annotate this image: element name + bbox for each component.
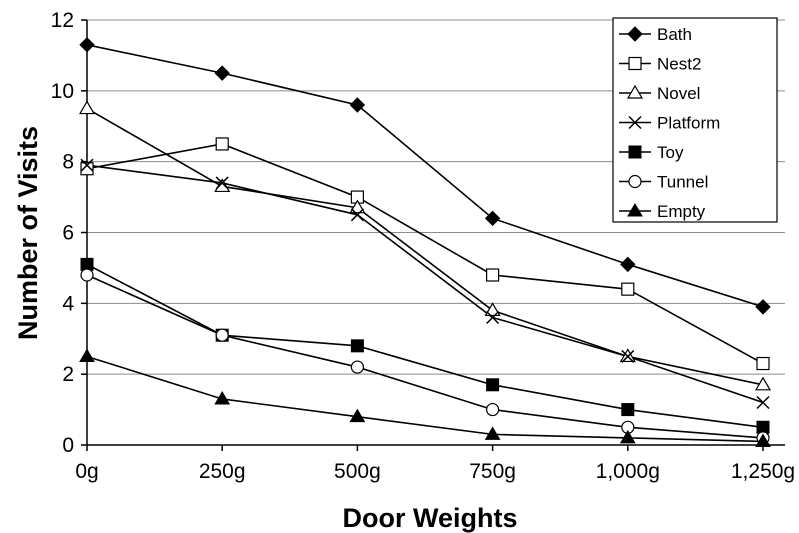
legend-label: Novel: [657, 84, 700, 103]
y-tick-label: 0: [62, 434, 74, 457]
data-point-empty: [349, 408, 366, 423]
series-line-nest2: [86, 143, 764, 365]
series-line-empty: [86, 355, 764, 443]
data-point-bath: [349, 97, 366, 113]
data-point-empty: [484, 426, 501, 440]
legend-label: Bath: [657, 25, 692, 44]
legend-label: Nest2: [657, 55, 701, 74]
x-axis-title: Door Weights: [343, 503, 518, 533]
data-point-toy: [621, 403, 635, 417]
data-point-nest2: [80, 162, 94, 176]
legend-marker-toy: [628, 145, 642, 159]
data-point-bath: [484, 210, 501, 227]
data-point-platform: [215, 176, 229, 190]
data-point-nest2: [621, 282, 635, 296]
x-tick-label: 250g: [199, 460, 246, 483]
data-point-bath: [620, 256, 636, 273]
data-point-tunnel: [486, 402, 500, 417]
legend-box: [612, 17, 778, 223]
series-line-novel: [86, 107, 764, 386]
legend-item-bath: Bath: [619, 25, 692, 44]
data-point-bath: [214, 65, 230, 81]
series-lines: [86, 44, 764, 443]
data-point-toy: [486, 378, 500, 392]
data-point-novel: [78, 100, 96, 115]
data-point-empty: [214, 390, 231, 405]
legend-marker-nest2: [628, 56, 642, 71]
legend-marker-platform: [628, 115, 642, 130]
data-point-empty: [619, 429, 636, 444]
legend-item-empty: Empty: [619, 202, 706, 221]
data-point-tunnel: [80, 268, 94, 282]
y-tick-label: 6: [62, 222, 74, 245]
data-point-bath: [79, 37, 95, 53]
data-point-novel: [754, 376, 772, 391]
y-tick-label: 4: [62, 292, 74, 315]
data-point-toy: [350, 339, 364, 353]
legend-marker-bath: [627, 26, 643, 42]
series-line-toy: [86, 263, 764, 429]
y-tick-label: 10: [51, 80, 74, 103]
data-point-empty: [79, 348, 95, 362]
series-line-bath: [86, 44, 764, 308]
data-point-platform: [756, 395, 770, 410]
y-tick-label: 12: [51, 9, 74, 32]
y-axis-title: Number of Visits: [13, 126, 43, 340]
legend-item-nest2: Nest2: [619, 55, 701, 74]
legend-marker-novel: [626, 84, 644, 99]
data-point-tunnel: [350, 360, 364, 374]
data-point-nest2: [486, 268, 500, 282]
x-tick-label: 1,000g: [596, 460, 660, 483]
y-tick-label: 8: [62, 151, 74, 174]
data-point-bath: [755, 299, 771, 315]
legend-item-toy: Toy: [619, 143, 684, 162]
legend-item-tunnel: Tunnel: [619, 173, 708, 192]
data-point-platform: [621, 349, 635, 363]
data-point-tunnel: [215, 328, 229, 342]
gridlines: [87, 19, 785, 375]
data-point-novel: [349, 199, 366, 214]
series-line-platform: [86, 164, 764, 404]
legend-marker-tunnel: [628, 174, 642, 189]
data-point-nest2: [215, 137, 229, 151]
legend-label: Tunnel: [657, 173, 708, 192]
data-point-platform: [350, 208, 364, 222]
y-tick-label: 2: [62, 363, 74, 386]
x-tick-label: 500g: [334, 460, 381, 483]
series-line-tunnel: [86, 274, 764, 439]
legend-label: Platform: [657, 114, 720, 133]
x-tick-label: 750g: [469, 460, 516, 483]
legend: Bath Nest2 Novel Platform Toy Tunnel Empty: [612, 17, 778, 223]
data-point-novel: [484, 302, 501, 317]
data-point-novel: [214, 178, 231, 193]
tick-labels: 0 2 4 6 8 10 12 0g 250g 500g 750g 1,000g 1,250g: [51, 9, 795, 483]
series-markers: [78, 37, 772, 447]
x-tick-label: 1,250g: [731, 460, 795, 483]
legend-label: Toy: [657, 143, 684, 162]
data-point-empty: [755, 433, 771, 447]
data-point-platform: [486, 310, 500, 325]
data-point-nest2: [756, 356, 770, 371]
legend-item-platform: Platform: [619, 114, 720, 133]
data-point-platform: [80, 158, 94, 172]
legend-marker-empty: [627, 203, 643, 217]
x-tick-label: 0g: [75, 460, 98, 483]
legend-item-novel: Novel: [619, 84, 700, 103]
legend-label: Empty: [657, 202, 706, 221]
